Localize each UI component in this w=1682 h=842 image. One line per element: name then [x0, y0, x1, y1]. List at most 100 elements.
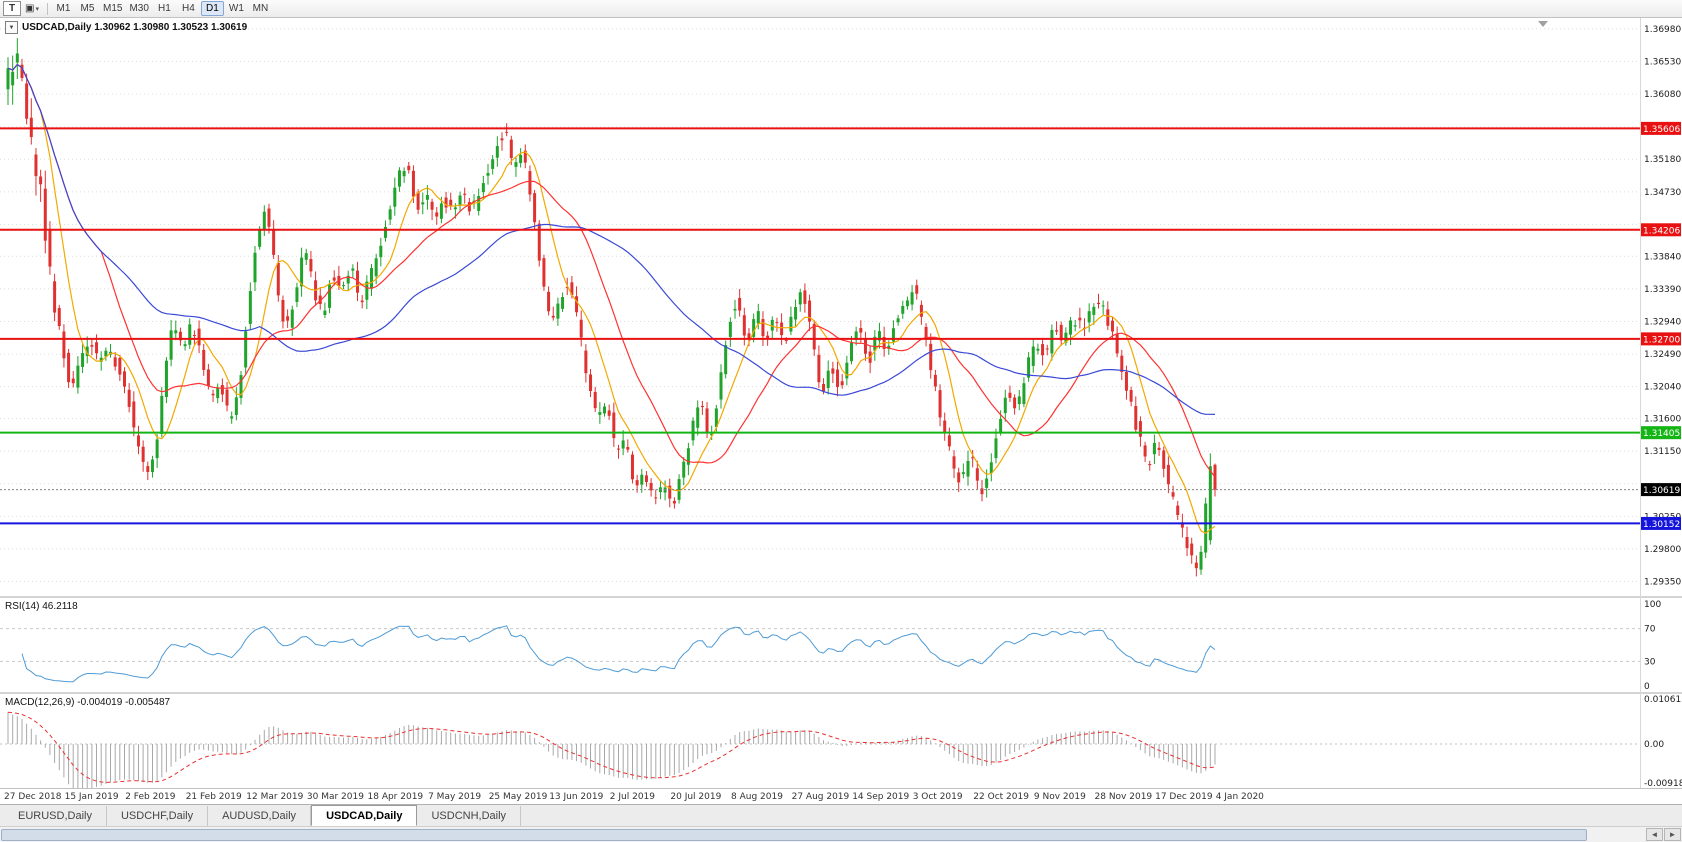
svg-text:20 Jul 2019: 20 Jul 2019 — [670, 792, 721, 802]
splitter-main-rsi[interactable] — [0, 596, 1682, 598]
svg-text:1.33840: 1.33840 — [1644, 252, 1681, 262]
ma-21-line — [7, 63, 1216, 478]
chart-tab-bar: EURUSD,Daily USDCHF,Daily AUDUSD,Daily USDC… — [0, 804, 1682, 826]
chart-tab-usdcnh[interactable]: USDCNH,Daily — [417, 806, 522, 826]
svg-text:15 Jan 2019: 15 Jan 2019 — [65, 792, 119, 802]
candlestick-series — [6, 38, 1217, 577]
timeframe-button-m30[interactable]: M30 — [129, 3, 149, 14]
scrollbar-thumb[interactable] — [1, 828, 1587, 841]
svg-text:0: 0 — [1644, 682, 1650, 692]
svg-text:2 Feb 2019: 2 Feb 2019 — [125, 792, 176, 802]
svg-text:30: 30 — [1644, 657, 1656, 667]
timeframe-button-h1[interactable]: H1 — [158, 3, 171, 14]
chart-background — [0, 18, 1682, 804]
svg-text:100: 100 — [1644, 600, 1661, 610]
rsi-line — [21, 625, 1216, 683]
price-badge-1.35606[interactable] — [1641, 121, 1681, 135]
timeframe-button-h4[interactable]: H4 — [182, 3, 195, 14]
price-badge-1.31405[interactable] — [1641, 426, 1681, 440]
svg-text:1.32940: 1.32940 — [1644, 317, 1681, 327]
rsi-indicator-label: RSI(14) 46.2118 — [5, 601, 78, 612]
svg-text:25 May 2019: 25 May 2019 — [489, 792, 548, 802]
panel-separators[interactable] — [0, 18, 1682, 789]
svg-text:2 Jul 2019: 2 Jul 2019 — [610, 792, 655, 802]
svg-text:7 May 2019: 7 May 2019 — [428, 792, 481, 802]
current-price-badge[interactable] — [1641, 483, 1681, 497]
chart-title: ▼ USDCAD,Daily 1.30962 1.30980 1.30523 1… — [5, 21, 247, 34]
price-badge-1.32700[interactable] — [1641, 332, 1681, 346]
chart-tab-eurusd[interactable]: EURUSD,Daily — [4, 806, 107, 826]
chart-tab-audusd[interactable]: AUDUSD,Daily — [208, 806, 312, 826]
svg-text:4 Jan 2020: 4 Jan 2020 — [1216, 792, 1264, 802]
timeframe-button-m1[interactable]: M1 — [56, 3, 71, 14]
svg-text:13 Jun 2019: 13 Jun 2019 — [549, 792, 603, 802]
svg-text:14 Sep 2019: 14 Sep 2019 — [852, 792, 909, 802]
svg-text:1.29800: 1.29800 — [1644, 545, 1681, 555]
price-gridlines — [0, 28, 1640, 583]
svg-text:21 Feb 2019: 21 Feb 2019 — [186, 792, 242, 802]
svg-text:1.36980: 1.36980 — [1644, 25, 1681, 35]
rsi-panel: 100 70 30 0 — [0, 600, 1661, 692]
chart-tabs: EURUSD,Daily USDCHF,Daily AUDUSD,Daily USDC… — [4, 805, 522, 826]
top-toolbar: T ▣ ▾ M1 M5 M15 M30 H1 H4 D1 W1 MN — [0, 0, 1682, 18]
svg-text:1.29350: 1.29350 — [1644, 578, 1681, 588]
svg-text:70: 70 — [1644, 625, 1656, 635]
price-badge-1.30152[interactable] — [1641, 516, 1681, 530]
svg-text:1.36080: 1.36080 — [1644, 90, 1681, 100]
macd-signal-line — [7, 711, 1216, 783]
svg-text:-0.00918: -0.00918 — [1644, 779, 1682, 789]
timeframe-button-m5[interactable]: M5 — [80, 3, 95, 14]
chart-window[interactable]: 1.36980 1.36530 1.36080 1.35180 1.34730 1.338… — [0, 18, 1682, 804]
svg-text:8 Aug 2019: 8 Aug 2019 — [731, 792, 783, 802]
svg-text:1.30619: 1.30619 — [1643, 486, 1680, 496]
svg-text:1.34730: 1.34730 — [1644, 188, 1681, 198]
timeframe-button-mn[interactable]: MN — [252, 3, 269, 14]
scroll-left-button[interactable]: ◄ — [1646, 828, 1663, 841]
price-badges[interactable]: 1.35606 1.34206 1.32700 1.31405 1.30152 1.306… — [1641, 121, 1681, 530]
text-tool-button[interactable]: T — [3, 1, 21, 16]
objects-button[interactable]: ▣ ▾ — [22, 1, 42, 16]
toolbar-separator — [47, 2, 48, 15]
timeframe-group: M1 M5 M15 M30 H1 H4 D1 W1 MN — [52, 1, 273, 16]
chevron-down-icon: ▾ — [35, 5, 39, 13]
scroll-right-button[interactable]: ► — [1664, 828, 1681, 841]
price-badge-1.34206[interactable] — [1641, 223, 1681, 237]
svg-text:1.31405: 1.31405 — [1643, 429, 1680, 439]
svg-text:0.010615: 0.010615 — [1644, 695, 1682, 705]
svg-text:1.35180: 1.35180 — [1644, 155, 1681, 165]
svg-text:3 Oct 2019: 3 Oct 2019 — [913, 792, 963, 802]
chart-canvas[interactable]: 1.36980 1.36530 1.36080 1.35180 1.34730 1.338… — [0, 18, 1682, 804]
svg-text:1.35606: 1.35606 — [1643, 125, 1680, 135]
macd-indicator-label: MACD(12,26,9) -0.004019 -0.005487 — [5, 697, 171, 708]
svg-text:1.31150: 1.31150 — [1644, 447, 1681, 457]
timeframe-button-m15[interactable]: M15 — [103, 3, 123, 14]
svg-text:1.32040: 1.32040 — [1644, 383, 1681, 393]
svg-text:1.32700: 1.32700 — [1643, 335, 1680, 345]
svg-text:28 Nov 2019: 28 Nov 2019 — [1095, 792, 1153, 802]
svg-text:1.32490: 1.32490 — [1644, 350, 1681, 360]
chart-shift-marker-icon[interactable] — [1538, 21, 1548, 27]
date-axis[interactable]: 27 Dec 2018 15 Jan 2019 2 Feb 2019 21 Feb 2… — [4, 792, 1264, 802]
ma-8-line — [7, 63, 1216, 535]
svg-text:22 Oct 2019: 22 Oct 2019 — [973, 792, 1029, 802]
horizontal-lines[interactable] — [0, 127, 1640, 525]
chart-title-text: USDCAD,Daily 1.30962 1.30980 1.30523 1.3… — [22, 22, 248, 33]
chart-tab-usdchf[interactable]: USDCHF,Daily — [107, 806, 209, 826]
svg-text:30 Mar 2019: 30 Mar 2019 — [307, 792, 364, 802]
svg-text:17 Dec 2019: 17 Dec 2019 — [1155, 792, 1213, 802]
svg-text:27 Dec 2018: 27 Dec 2018 — [4, 792, 62, 802]
svg-text:1.30152: 1.30152 — [1643, 520, 1680, 530]
svg-text:1.36530: 1.36530 — [1644, 57, 1681, 67]
timeframe-button-d1[interactable]: D1 — [200, 1, 224, 16]
horizontal-scrollbar[interactable]: ◄ ► — [0, 826, 1682, 842]
timeframe-button-w1[interactable]: W1 — [228, 3, 244, 14]
svg-text:1.33390: 1.33390 — [1644, 285, 1681, 295]
macd-histogram — [7, 712, 1216, 789]
symbol-dropdown-icon[interactable]: ▼ — [5, 21, 18, 34]
svg-text:1.34206: 1.34206 — [1643, 226, 1680, 236]
chart-tab-usdcad[interactable]: USDCAD,Daily — [311, 805, 418, 826]
splitter-rsi-macd[interactable] — [0, 692, 1682, 694]
svg-text:12 Mar 2019: 12 Mar 2019 — [246, 792, 303, 802]
ma-55-line — [7, 63, 1216, 415]
